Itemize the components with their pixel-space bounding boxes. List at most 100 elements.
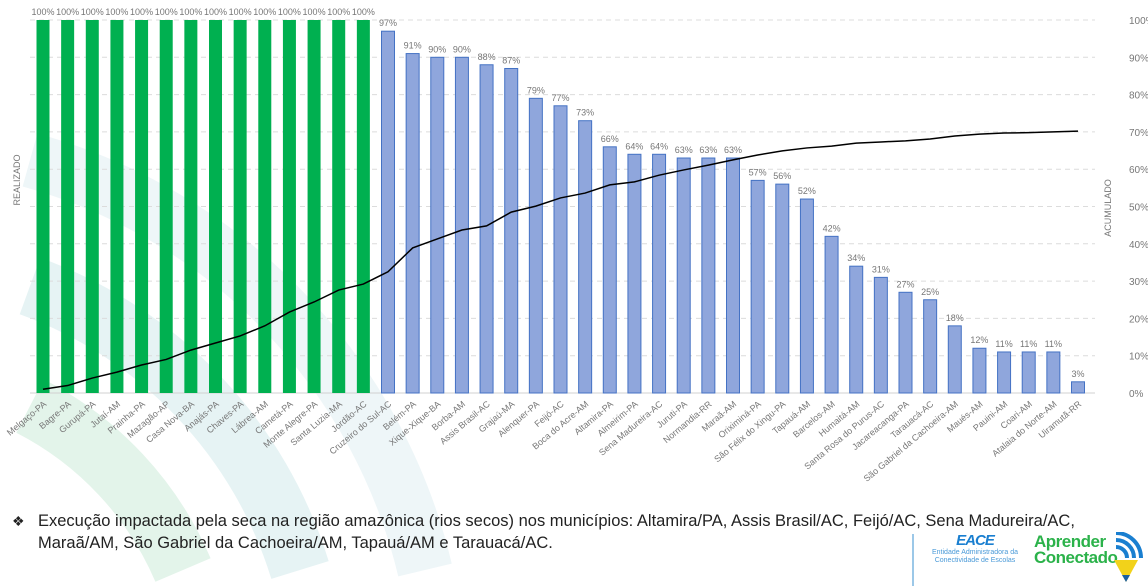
- value-label: 73%: [576, 108, 594, 118]
- bar-Normandia-RR: [701, 157, 716, 394]
- bullet-icon: ❖: [12, 513, 25, 529]
- bar-Santa Rosa do Purus-AC: [873, 276, 888, 394]
- bar-Oriximiná-PA: [750, 179, 765, 394]
- bar-Prainha-PA: [135, 20, 149, 393]
- value-label: 63%: [699, 145, 717, 155]
- value-label: 97%: [379, 18, 397, 28]
- bar-São Gabriel da Cachoeira-AM: [947, 325, 962, 394]
- bar-Atalaia do Norte-AM: [1046, 351, 1061, 394]
- value-label: 100%: [31, 7, 54, 17]
- value-label: 100%: [179, 7, 202, 17]
- y2-tick-label: 0%: [1129, 389, 1144, 400]
- value-label: 100%: [130, 7, 153, 17]
- y2-tick-label: 10%: [1129, 352, 1148, 363]
- bar-Coari-AM: [1021, 351, 1036, 394]
- aprender-conectado-logo: Aprender Conectado: [1034, 532, 1118, 567]
- bar-São Félix do Xingu-PA: [775, 183, 790, 394]
- divider: [912, 534, 914, 586]
- value-label: 25%: [921, 287, 939, 297]
- logos: EACE Entidade Administradora da Conectiv…: [912, 532, 1148, 587]
- value-label: 56%: [773, 171, 791, 181]
- bar-Jutaí-AM: [110, 20, 124, 393]
- value-label: 91%: [404, 41, 422, 51]
- bar-Boca do Acre-AM: [578, 120, 593, 394]
- value-label: 18%: [946, 313, 964, 323]
- bar-Tapauá-AM: [799, 198, 814, 394]
- bar-Melgaço-PA: [36, 20, 50, 393]
- value-label: 12%: [970, 335, 988, 345]
- value-label: 11%: [995, 339, 1012, 349]
- value-label: 77%: [551, 93, 569, 103]
- bar-Chaves-PA: [233, 20, 247, 393]
- y2-tick-label: 60%: [1129, 165, 1148, 176]
- y2-tick-label: 70%: [1129, 128, 1148, 139]
- bar-Uiramutã-RR: [1071, 381, 1085, 394]
- value-label: 63%: [675, 145, 693, 155]
- y2-axis-title: ACUMULADO: [1103, 179, 1113, 237]
- bar-Tarauacá-AC: [923, 299, 938, 394]
- value-label: 100%: [204, 7, 227, 17]
- bar-Mazagão-AP: [159, 20, 173, 393]
- value-label: 66%: [601, 134, 619, 144]
- value-label: 100%: [56, 7, 79, 17]
- value-label: 100%: [253, 7, 276, 17]
- bar-Santa Luzia-MA: [332, 20, 346, 393]
- bar-Gurupá-PA: [85, 20, 99, 393]
- bar-Cametá-PA: [282, 20, 296, 393]
- bar-Altamira-PA: [602, 146, 617, 394]
- value-label: 100%: [278, 7, 301, 17]
- value-label: 42%: [823, 223, 841, 233]
- value-label: 52%: [798, 186, 816, 196]
- y2-tick-label: 30%: [1129, 277, 1148, 288]
- cumulative-line: [42, 130, 1079, 391]
- bar-Assis Brasil-AC: [479, 64, 494, 394]
- value-label: 34%: [847, 253, 865, 263]
- value-label: 100%: [327, 7, 350, 17]
- bar-Jordão-AC: [356, 20, 370, 393]
- value-label: 57%: [749, 167, 767, 177]
- value-label: 88%: [478, 52, 496, 62]
- value-label: 100%: [352, 7, 375, 17]
- y-axis-title: REALIZADO: [12, 154, 22, 205]
- value-label: 64%: [650, 141, 668, 151]
- bar-Sena Madureira-AC: [652, 153, 667, 394]
- bar-Borba-AM: [454, 56, 469, 394]
- bar-Maraã-AM: [726, 157, 740, 394]
- value-label: 100%: [105, 7, 128, 17]
- y2-tick-label: 40%: [1129, 240, 1148, 251]
- value-label: 87%: [502, 55, 520, 65]
- value-label: 100%: [81, 7, 104, 17]
- bar-Juruti-PA: [676, 157, 691, 394]
- value-label: 11%: [1045, 339, 1062, 349]
- bar-Belém-PA: [405, 53, 420, 394]
- y2-tick-label: 100%: [1129, 16, 1148, 27]
- bar-Pauini-AM: [997, 351, 1012, 394]
- value-label: 64%: [625, 141, 643, 151]
- bar-Barcelos-AM: [824, 235, 839, 394]
- bar-Bagre-PA: [61, 20, 75, 393]
- y2-tick-label: 50%: [1129, 203, 1148, 214]
- value-label: 3%: [1071, 369, 1084, 379]
- eace-logo: EACE Entidade Administradora da Conectiv…: [932, 532, 1018, 564]
- value-label: 31%: [872, 264, 890, 274]
- wifi-pencil-icon: [1114, 532, 1143, 582]
- y2-tick-label: 90%: [1129, 53, 1148, 64]
- value-label: 27%: [896, 279, 914, 289]
- bar-Anajás-PA: [209, 20, 222, 393]
- value-label: 63%: [724, 145, 742, 155]
- value-label: 11%: [1020, 339, 1037, 349]
- value-label: 90%: [428, 44, 446, 54]
- footnote-text: Execução impactada pela seca na região a…: [38, 512, 1075, 552]
- bar-Almeirim-PA: [627, 153, 642, 394]
- bar-Alenquer-PA: [528, 97, 543, 394]
- bar-Grajaú-MA: [504, 67, 519, 394]
- y2-tick-label: 20%: [1129, 314, 1148, 325]
- bar-Cruzeiro do Sul-AC: [381, 30, 395, 394]
- value-label: 100%: [303, 7, 326, 17]
- value-label: 100%: [229, 7, 252, 17]
- bar-Maués-AM: [972, 347, 987, 394]
- bar-Humaitá-AM: [849, 265, 864, 394]
- bar-Xique-Xique-BA: [430, 56, 445, 394]
- value-label: 90%: [453, 44, 471, 54]
- x-tick-label: Melgaço-PA: [5, 399, 48, 438]
